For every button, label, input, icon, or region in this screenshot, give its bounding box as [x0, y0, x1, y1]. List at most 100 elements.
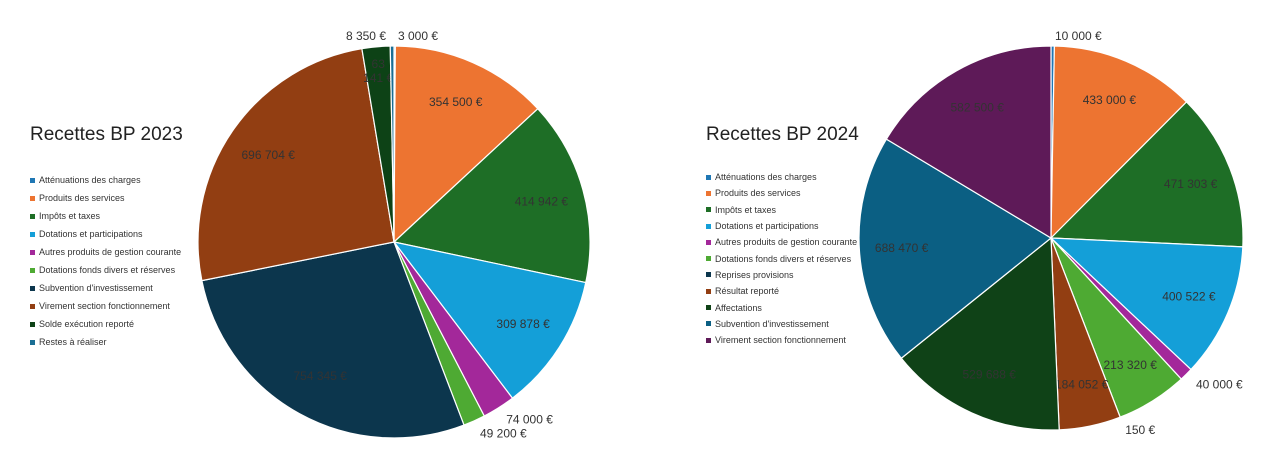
- chart-title: Recettes BP 2023: [30, 124, 183, 145]
- legend-swatch: [706, 256, 711, 262]
- legend: Atténuations des charges Produits des ser…: [30, 171, 181, 351]
- legend-label: Produits des services: [715, 188, 801, 199]
- data-label-restes-a-realiser: 8 350 €: [346, 29, 386, 43]
- data-label-reprises-provisions: 150 €: [1125, 423, 1155, 437]
- legend-label: Reprises provisions: [715, 269, 794, 280]
- data-label-resultat-reporte: 184 052 €: [1055, 378, 1109, 392]
- pie-slice-produits-des-services: [393, 45, 539, 244]
- legend: Atténuations des charges Produits des ser…: [706, 169, 857, 348]
- legend-item: Dotations et participations: [706, 218, 857, 234]
- pie-slice-restes-a-realiser: [389, 45, 395, 243]
- pie-slice-virement-section-fonctionnement: [885, 45, 1052, 240]
- data-label-virement-section-fonctionnement: 696 704 €: [242, 148, 296, 162]
- legend-label: Autres produits de gestion courante: [39, 247, 182, 257]
- legend-item: Produits des services: [30, 189, 181, 207]
- legend-label: Virement section fonctionnement: [39, 301, 170, 311]
- legend-item: Dotations et participations: [30, 225, 181, 243]
- legend-swatch: [30, 231, 35, 237]
- chart-panel-2023: 3 000 € 354 500 € 414 942 € 309 878 € 74 000…: [30, 29, 591, 441]
- legend-label: Solde exécution reporté: [39, 319, 135, 329]
- pie-slice-dotations-et-participations: [1049, 237, 1244, 371]
- legend-item: Résultat reporté: [706, 283, 857, 299]
- legend-swatch: [30, 249, 35, 255]
- legend-item: Dotations fonds divers et réserves: [706, 250, 857, 266]
- legend-label: Résultat reporté: [715, 286, 780, 297]
- legend-swatch: [706, 305, 711, 311]
- legend-swatch: [30, 285, 35, 291]
- chart-title: Recettes BP 2024: [706, 124, 859, 145]
- data-label-dotations-fonds-divers-et-reserves: 213 320 €: [1104, 358, 1158, 372]
- data-label-dotations-et-participations: 400 522 €: [1162, 289, 1216, 303]
- legend-swatch: [706, 288, 711, 294]
- legend-swatch: [30, 321, 35, 327]
- legend-label: Produits des services: [39, 193, 125, 203]
- legend-label: Dotations fonds divers et réserves: [39, 265, 176, 275]
- legend-item: Produits des services: [706, 185, 857, 201]
- legend-swatch: [30, 213, 35, 219]
- legend-swatch: [30, 177, 35, 183]
- legend-item: Virement section fonctionnement: [706, 332, 857, 348]
- legend-item: Subvention d'investissement: [30, 279, 181, 297]
- pie-slice-produits-des-services: [1050, 45, 1188, 240]
- data-label-autres-produits-de-gestion-courante: 40 000 €: [1196, 377, 1243, 391]
- pie-chart-2024: 10 000 € 433 000 € 471 303 € 400 522 € 40 00…: [858, 29, 1244, 437]
- pie-slice-subvention-d-investissement: [858, 138, 1053, 360]
- data-label-subvention-d-investissement: 688 470 €: [875, 241, 929, 255]
- legend-item: Impôts et taxes: [706, 202, 857, 218]
- legend-label: Impôts et taxes: [39, 211, 101, 221]
- legend-item: Atténuations des charges: [30, 171, 181, 189]
- data-label-subvention-d-investissement: 754 345 €: [294, 369, 348, 383]
- legend-swatch: [706, 337, 711, 343]
- legend-swatch: [30, 195, 35, 201]
- pie-slice-subvention-d-investissement: [201, 241, 465, 439]
- legend-label: Atténuations des charges: [715, 172, 817, 183]
- data-label-attenuations-des-charges: 10 000 €: [1055, 29, 1102, 43]
- legend-item: Subvention d'investissement: [706, 316, 857, 332]
- chart-panel-2024: 10 000 € 433 000 € 471 303 € 400 522 € 40 00…: [640, 0, 1280, 463]
- pie-slice-impots-et-taxes: [392, 107, 591, 284]
- legend-item: Atténuations des charges: [706, 169, 857, 185]
- legend-swatch: [706, 174, 711, 180]
- pie-slice-virement-section-fonctionnement: [197, 47, 395, 282]
- pie-slice-affectations: [900, 236, 1060, 431]
- legend-label: Dotations et participations: [715, 221, 819, 232]
- data-label-attenuations-des-charges: 3 000 €: [398, 29, 438, 43]
- legend-label: Restes à réaliser: [39, 337, 107, 347]
- data-label-affectations: 529 688 €: [963, 367, 1017, 381]
- legend-swatch: [706, 239, 711, 245]
- data-label-impots-et-taxes: 414 942 €: [515, 194, 569, 208]
- legend-swatch: [706, 272, 711, 278]
- legend-item: Virement section fonctionnement: [30, 297, 181, 315]
- legend-label: Affectations: [715, 302, 762, 313]
- legend-item: Restes à réaliser: [30, 333, 181, 351]
- data-label-solde-execution-reporte: 63 141 €: [363, 57, 393, 85]
- legend-item: Autres produits de gestion courante: [706, 234, 857, 250]
- legend-swatch: [706, 223, 711, 229]
- legend-item: Solde exécution reporté: [30, 315, 181, 333]
- pie-slice-dotations-et-participations: [392, 241, 587, 400]
- legend-swatch: [706, 207, 711, 213]
- legend-label: Dotations et participations: [39, 229, 143, 239]
- legend-label: Subvention d'investissement: [39, 283, 153, 293]
- legend-label: Dotations fonds divers et réserves: [715, 253, 852, 264]
- legend-swatch: [30, 303, 35, 309]
- data-label-produits-des-services: 433 000 €: [1083, 93, 1137, 107]
- data-label-impots-et-taxes: 471 303 €: [1164, 177, 1218, 191]
- legend-item: Autres produits de gestion courante: [30, 243, 181, 261]
- data-label-dotations-et-participations: 309 878 €: [496, 317, 550, 331]
- legend-swatch: [30, 267, 35, 273]
- legend-item: Impôts et taxes: [30, 207, 181, 225]
- legend-item: Affectations: [706, 299, 857, 315]
- legend-item: Reprises provisions: [706, 267, 857, 283]
- legend-swatch: [30, 339, 35, 345]
- legend-label: Autres produits de gestion courante: [715, 237, 858, 248]
- legend-label: Atténuations des charges: [39, 175, 141, 185]
- legend-item: Dotations fonds divers et réserves: [30, 261, 181, 279]
- pie-slice-impots-et-taxes: [1049, 101, 1244, 248]
- data-label-produits-des-services: 354 500 €: [429, 95, 483, 109]
- legend-swatch: [706, 321, 711, 327]
- legend-label: Impôts et taxes: [715, 204, 777, 215]
- legend-label: Virement section fonctionnement: [715, 335, 846, 346]
- data-label-dotations-fonds-divers-et-reserves: 49 200 €: [480, 427, 527, 441]
- data-label-virement-section-fonctionnement: 582 500 €: [951, 101, 1005, 115]
